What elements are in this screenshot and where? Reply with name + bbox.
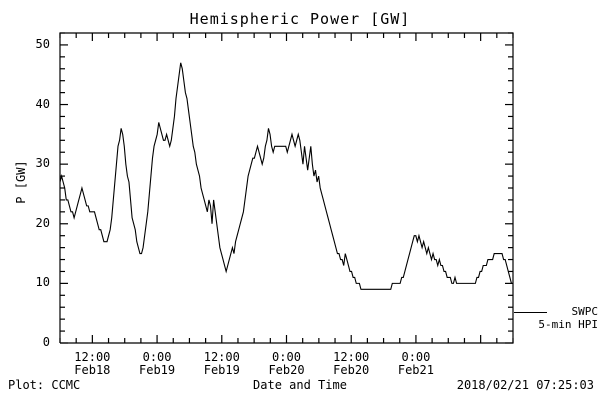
- legend: SWPC 5-min HPI: [513, 305, 600, 331]
- x-axis-tick-time: 12:00: [74, 350, 111, 364]
- timestamp: 2018/02/21 07:25:03: [456, 378, 594, 392]
- y-axis-tick-label: 40: [35, 96, 50, 111]
- x-axis-tick-date: Feb19: [139, 363, 176, 377]
- x-axis-tick-date: Feb20: [333, 363, 370, 377]
- data-series-line: [59, 62, 513, 290]
- legend-line-swatch: [514, 312, 547, 313]
- x-axis-title: Date and Time: [253, 378, 347, 392]
- x-axis-tick-label: 0:00 Feb20: [249, 351, 325, 377]
- x-axis-tick-date: Feb20: [268, 363, 305, 377]
- x-axis-tick-label: 0:00 Feb19: [119, 351, 195, 377]
- y-axis-tick-label: 0: [42, 335, 50, 349]
- plot-credit: Plot: CCMC: [8, 378, 81, 392]
- legend-series-name: SWPC: [571, 305, 599, 318]
- x-axis-tick-date: Feb18: [74, 363, 111, 377]
- y-axis-tick-label: 30: [35, 156, 50, 171]
- legend-series-subname: 5-min HPI: [538, 318, 598, 331]
- x-axis-tick-time: 12:00: [333, 350, 370, 364]
- y-axis-tick-label: 10: [35, 275, 50, 290]
- page-title: Hemispheric Power [GW]: [189, 10, 411, 28]
- x-axis-tick-time: 0:00: [142, 350, 172, 364]
- x-axis-tick-date: Feb19: [203, 363, 240, 377]
- x-axis-tick-label: 12:00 Feb20: [313, 351, 389, 377]
- x-axis-tick-time: 0:00: [272, 350, 301, 364]
- x-axis-tick-date: Feb21: [397, 363, 434, 377]
- y-axis-tick-label: 20: [35, 215, 50, 230]
- x-axis-tick-time: 12:00: [203, 350, 240, 364]
- legend-entry: SWPC: [513, 305, 600, 318]
- y-axis-tick-label: 50: [35, 36, 50, 51]
- x-axis-tick-time: 0:00: [401, 350, 431, 364]
- x-axis-tick-label: 12:00 Feb18: [54, 351, 130, 377]
- plot-frame: [59, 32, 514, 344]
- x-axis-tick-label: 12:00 Feb19: [184, 351, 260, 377]
- x-axis-tick-label: 0:00 Feb21: [378, 351, 454, 377]
